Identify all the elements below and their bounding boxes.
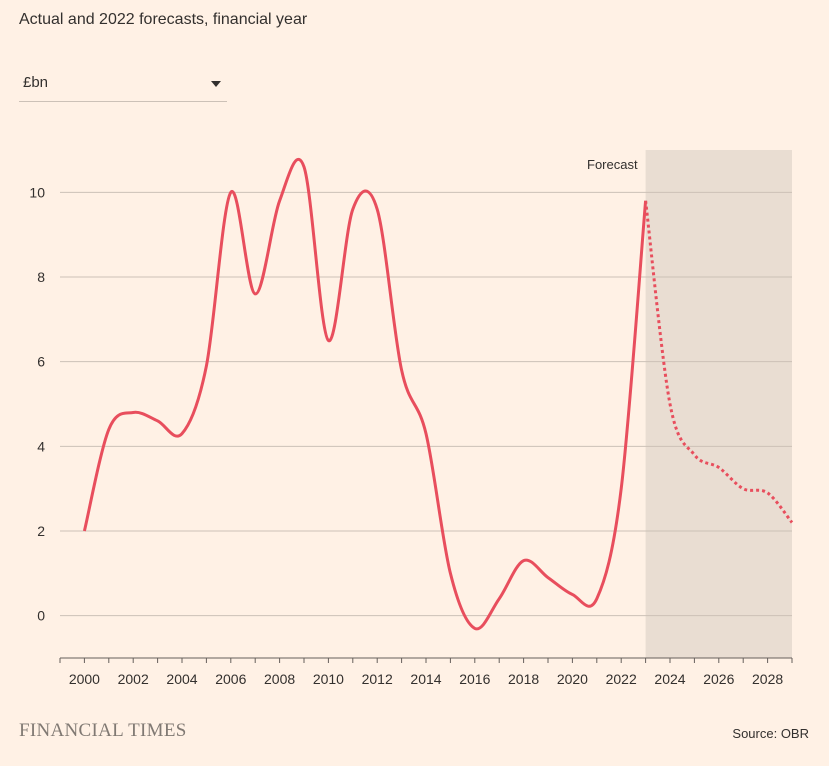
series-line-actual — [82, 157, 648, 631]
forecast-region — [645, 150, 792, 658]
series-line-forecast — [644, 200, 794, 524]
chart-subtitle: Actual and 2022 forecasts, financial yea… — [19, 11, 308, 28]
unit-dropdown-value: £bn — [23, 74, 49, 91]
x-tick-label: 2008 — [264, 671, 295, 687]
unit-dropdown[interactable]: £bn — [19, 72, 227, 102]
x-tick-label: 2016 — [459, 671, 490, 687]
x-tick-label: 2022 — [606, 671, 637, 687]
y-tick-label: 4 — [37, 438, 45, 454]
y-tick-label: 10 — [29, 184, 45, 200]
x-tick-label: 2010 — [313, 671, 344, 687]
x-tick-label: 2014 — [410, 671, 441, 687]
y-tick-label: 8 — [37, 269, 45, 285]
y-tick-label: 6 — [37, 354, 45, 370]
x-tick-label: 2004 — [166, 671, 197, 687]
x-tick-label: 2026 — [703, 671, 734, 687]
x-tick-label: 2024 — [654, 671, 685, 687]
x-tick-label: 2012 — [362, 671, 393, 687]
x-tick-label: 2000 — [69, 671, 100, 687]
x-tick-label: 2018 — [508, 671, 539, 687]
source-note: Source: OBR — [732, 726, 809, 741]
chevron-down-icon — [211, 81, 221, 87]
y-tick-label: 2 — [37, 523, 45, 539]
x-tick-label: 2020 — [557, 671, 588, 687]
brand-logo: FINANCIAL TIMES — [19, 720, 187, 741]
x-tick-label: 2002 — [118, 671, 149, 687]
y-tick-label: 0 — [37, 608, 45, 624]
forecast-label: Forecast — [587, 157, 638, 172]
x-tick-label: 2028 — [752, 671, 783, 687]
x-tick-label: 2006 — [215, 671, 246, 687]
